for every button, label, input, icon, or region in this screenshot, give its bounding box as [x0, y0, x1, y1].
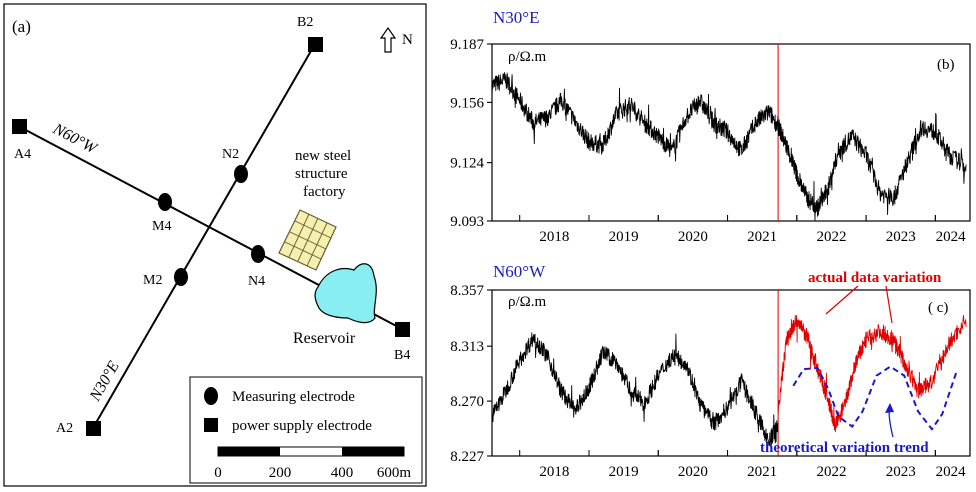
legend-measuring-label: Measuring electrode	[232, 389, 355, 405]
series-theoretical-line	[792, 365, 958, 431]
legend-power-icon	[204, 418, 218, 432]
chart-b-title: N30°E	[493, 8, 539, 27]
x-tick-label: 2024	[936, 464, 967, 480]
factory-icon	[278, 209, 337, 271]
y-tick-label: 9.124	[450, 156, 484, 172]
x-tick-label: 2022	[816, 229, 846, 245]
scale-tick-600: 600m	[377, 465, 412, 481]
x-tick-label: 2020	[678, 229, 708, 245]
x-tick-label: 2018	[539, 229, 569, 245]
annotation-actual-arrow-1	[825, 285, 859, 315]
scale-tick-0: 0	[214, 465, 222, 481]
reservoir-label: Reservoir	[293, 330, 356, 347]
map-panel-label: (a)	[12, 17, 31, 36]
label-b4: B4	[394, 348, 410, 363]
north-label: N	[402, 32, 413, 48]
chart-c-title: N60°W	[493, 262, 546, 281]
annotation-theoretical-arrowhead	[885, 403, 894, 413]
map-panel: (a) N N60°W N30°E A4 B4 A2 B2 N2 M4 M2 N…	[3, 3, 427, 487]
annotation-actual-arrow-2	[885, 285, 893, 324]
legend-power-label: power supply electrode	[232, 418, 372, 434]
chart-b: N30°E ρ/Ω.m (b) 9.187 9.156 9.124 9.093 2018…	[450, 8, 971, 245]
x-tick-label: 2018	[539, 464, 569, 480]
y-tick-label: 8.357	[450, 283, 484, 299]
electrode-b2	[308, 37, 323, 52]
x-tick-label: 2019	[609, 229, 639, 245]
legend-measuring-icon	[204, 387, 218, 405]
chart-c-ticks: 8.357 8.313 8.270 8.227 2018 2019 2020 2021 2022…	[450, 283, 966, 480]
y-tick-label: 9.187	[450, 37, 484, 53]
label-a4: A4	[14, 147, 31, 162]
north-arrow-icon	[379, 26, 397, 53]
line-n30e-label: N30°E	[86, 358, 123, 405]
chart-b-ylabel: ρ/Ω.m	[508, 49, 547, 65]
electrode-n4	[251, 245, 265, 263]
chart-c: N60°W ρ/Ω.m ( c) 8.357 8.313 8.270 8.227 201…	[450, 262, 971, 480]
electrode-m4	[158, 193, 172, 211]
reservoir-icon	[314, 263, 377, 324]
chart-c-ylabel: ρ/Ω.m	[508, 294, 547, 310]
x-tick-label: 2019	[609, 464, 639, 480]
y-tick-label: 9.156	[450, 95, 484, 111]
chart-b-ticks: 9.187 9.156 9.124 9.093 2018 2019 2020 2021 2022…	[450, 37, 966, 245]
factory-label-line-3: factory	[303, 184, 346, 200]
label-m4: M4	[152, 219, 171, 234]
scale-tick-200: 200	[269, 465, 292, 481]
x-tick-label: 2022	[816, 464, 846, 480]
x-tick-label: 2023	[886, 464, 916, 480]
chart-b-frame	[491, 43, 971, 222]
chart-b-series	[491, 44, 967, 222]
factory-label-line-2: structure	[295, 166, 348, 182]
label-b2: B2	[297, 15, 313, 30]
line-n60w-label: N60°W	[49, 120, 100, 158]
legend: Measuring electrode power supply electro…	[189, 376, 423, 484]
x-tick-label: 2023	[886, 229, 916, 245]
electrode-m2	[174, 268, 188, 286]
label-n2: N2	[222, 147, 239, 162]
label-n4: N4	[248, 274, 265, 289]
y-tick-label: 8.270	[450, 394, 484, 410]
map-frame	[3, 3, 427, 487]
series-line-0	[491, 332, 779, 447]
electrode-b4	[395, 322, 410, 337]
annotation-actual: actual data variation	[808, 270, 942, 286]
label-m2: M2	[143, 273, 162, 288]
chart-b-panel-label: (b)	[937, 57, 955, 73]
y-tick-label: 8.313	[450, 339, 484, 355]
electrode-a4	[12, 119, 27, 134]
x-tick-label: 2021	[747, 464, 777, 480]
label-a2: A2	[56, 421, 73, 436]
series-line-0	[491, 72, 967, 222]
factory-label-line-1: new steel	[295, 148, 351, 164]
x-tick-label: 2021	[747, 229, 777, 245]
scale-bar	[217, 446, 405, 457]
line-n30e	[92, 43, 316, 429]
chart-c-panel-label: ( c)	[928, 300, 948, 316]
electrode-a2	[86, 421, 101, 436]
scale-tick-400: 400	[331, 465, 354, 481]
electrode-n2	[234, 165, 248, 183]
x-tick-label: 2024	[936, 229, 967, 245]
series-line-1	[777, 314, 967, 433]
y-tick-label: 8.227	[450, 449, 484, 465]
y-tick-label: 9.093	[450, 214, 484, 230]
legend-frame	[189, 376, 423, 484]
chart-c-frame	[491, 289, 971, 457]
annotation-theoretical: theoretical variation trend	[760, 440, 929, 456]
x-tick-label: 2020	[678, 464, 708, 480]
chart-c-series	[491, 290, 967, 456]
